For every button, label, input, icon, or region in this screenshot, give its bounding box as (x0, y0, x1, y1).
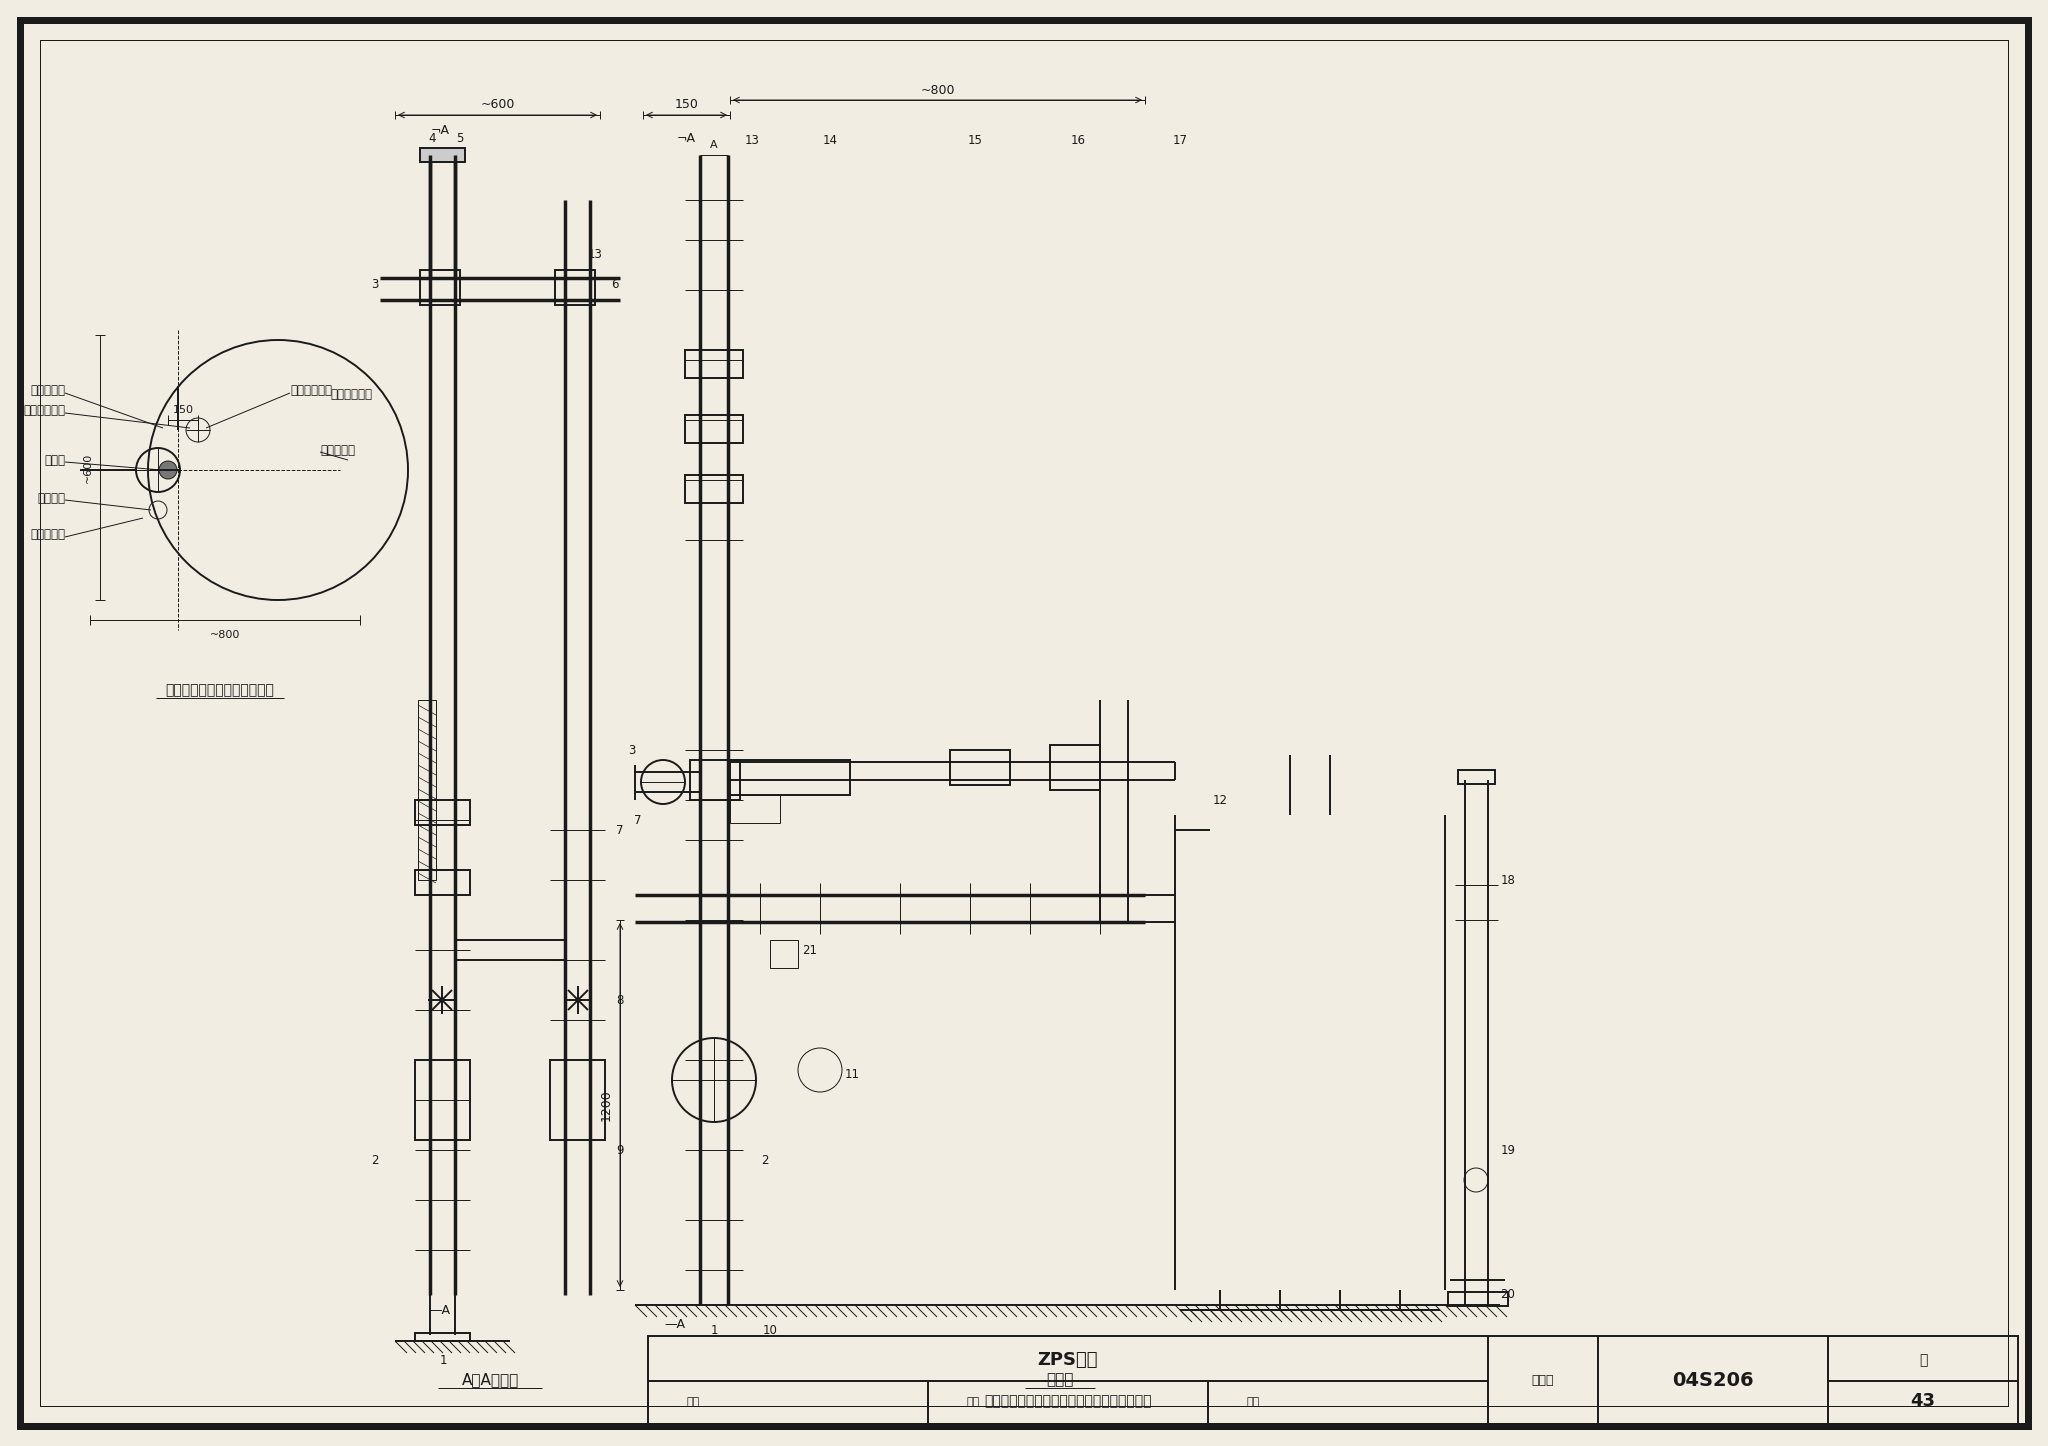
Bar (950, 750, 1010, 785)
Bar (729, 795, 780, 823)
Text: 泡沫液贮罐: 泡沫液贮罐 (319, 444, 354, 457)
Bar (1448, 1291, 1507, 1306)
Text: 自动喷水－泡沫联用系统灭火装置安装示意图: 自动喷水－泡沫联用系统灭火装置安装示意图 (985, 1394, 1151, 1408)
Text: —A: —A (664, 1319, 686, 1332)
Text: 13: 13 (745, 133, 760, 146)
Text: ZPS系列: ZPS系列 (1038, 1352, 1098, 1369)
Text: 3: 3 (629, 743, 635, 756)
Text: 150: 150 (674, 98, 698, 111)
Text: ~800: ~800 (209, 630, 240, 641)
Bar (684, 415, 743, 442)
Bar (555, 270, 596, 305)
Text: 12: 12 (1212, 794, 1227, 807)
Text: 5: 5 (457, 132, 463, 145)
Text: 2: 2 (762, 1154, 768, 1167)
Text: 7: 7 (616, 824, 625, 836)
Text: 15: 15 (967, 133, 983, 146)
Text: 1200: 1200 (600, 1089, 612, 1121)
Text: ~600: ~600 (84, 453, 92, 483)
Text: 6: 6 (610, 279, 618, 292)
Text: A－A剖面图: A－A剖面图 (461, 1372, 518, 1388)
Bar (770, 940, 799, 967)
Bar (416, 870, 469, 895)
Text: 7: 7 (635, 814, 641, 827)
Text: 2: 2 (371, 1154, 379, 1167)
Bar (684, 350, 743, 377)
Text: 04S206: 04S206 (1671, 1371, 1753, 1391)
Text: 泡沫液控制阀: 泡沫液控制阀 (291, 383, 332, 396)
Text: 20: 20 (1501, 1288, 1516, 1301)
Bar (551, 1060, 604, 1139)
Text: 11: 11 (844, 1069, 860, 1082)
Text: 泡沫液控制阀: 泡沫液控制阀 (23, 403, 66, 416)
Bar (1051, 745, 1100, 790)
Text: ~800: ~800 (920, 84, 954, 97)
Circle shape (160, 461, 176, 479)
Text: A: A (711, 140, 717, 150)
Bar (690, 761, 739, 800)
Bar (418, 700, 436, 881)
Text: 43: 43 (1911, 1392, 1935, 1410)
Text: 水力警铃: 水力警铃 (37, 492, 66, 505)
Text: 1: 1 (711, 1323, 717, 1336)
Text: 页: 页 (1919, 1353, 1927, 1368)
Bar (416, 800, 469, 826)
Bar (1458, 771, 1495, 784)
Text: 延迟器: 延迟器 (43, 454, 66, 467)
Text: 8: 8 (616, 993, 625, 1006)
Text: 14: 14 (823, 133, 838, 146)
Text: 湿式报警阀: 湿式报警阀 (31, 528, 66, 541)
Text: 设计: 设计 (1247, 1397, 1260, 1407)
Bar (416, 1060, 469, 1139)
Bar (647, 1336, 2017, 1426)
Text: 1: 1 (438, 1353, 446, 1366)
Bar (684, 474, 743, 503)
Text: 17: 17 (1174, 133, 1188, 146)
Text: ¬A: ¬A (430, 123, 449, 136)
Text: 9: 9 (616, 1144, 625, 1157)
Text: 13: 13 (588, 249, 602, 262)
Text: 3: 3 (371, 279, 379, 292)
Text: ¬A: ¬A (676, 132, 696, 145)
Text: 16: 16 (1071, 133, 1085, 146)
Text: 21: 21 (803, 943, 817, 956)
Text: —A: —A (430, 1303, 451, 1316)
Text: 压力泄放阀: 压力泄放阀 (31, 383, 66, 396)
Bar (416, 1333, 469, 1340)
Text: 泡沫液控制阀: 泡沫液控制阀 (330, 389, 373, 402)
Text: 10: 10 (762, 1323, 778, 1336)
Text: 校对: 校对 (967, 1397, 979, 1407)
Text: ~600: ~600 (481, 98, 514, 111)
Text: 19: 19 (1501, 1144, 1516, 1157)
Text: 审核: 审核 (686, 1397, 700, 1407)
Text: 主要部件相对位置平面示意图: 主要部件相对位置平面示意图 (166, 683, 274, 697)
Text: 18: 18 (1501, 873, 1516, 886)
Text: 正视图: 正视图 (1047, 1372, 1073, 1388)
Text: 4: 4 (428, 132, 436, 145)
Text: 150: 150 (172, 405, 193, 415)
Bar (420, 147, 465, 162)
Bar (729, 761, 850, 795)
Bar (420, 270, 461, 305)
Text: 图集号: 图集号 (1532, 1375, 1554, 1388)
